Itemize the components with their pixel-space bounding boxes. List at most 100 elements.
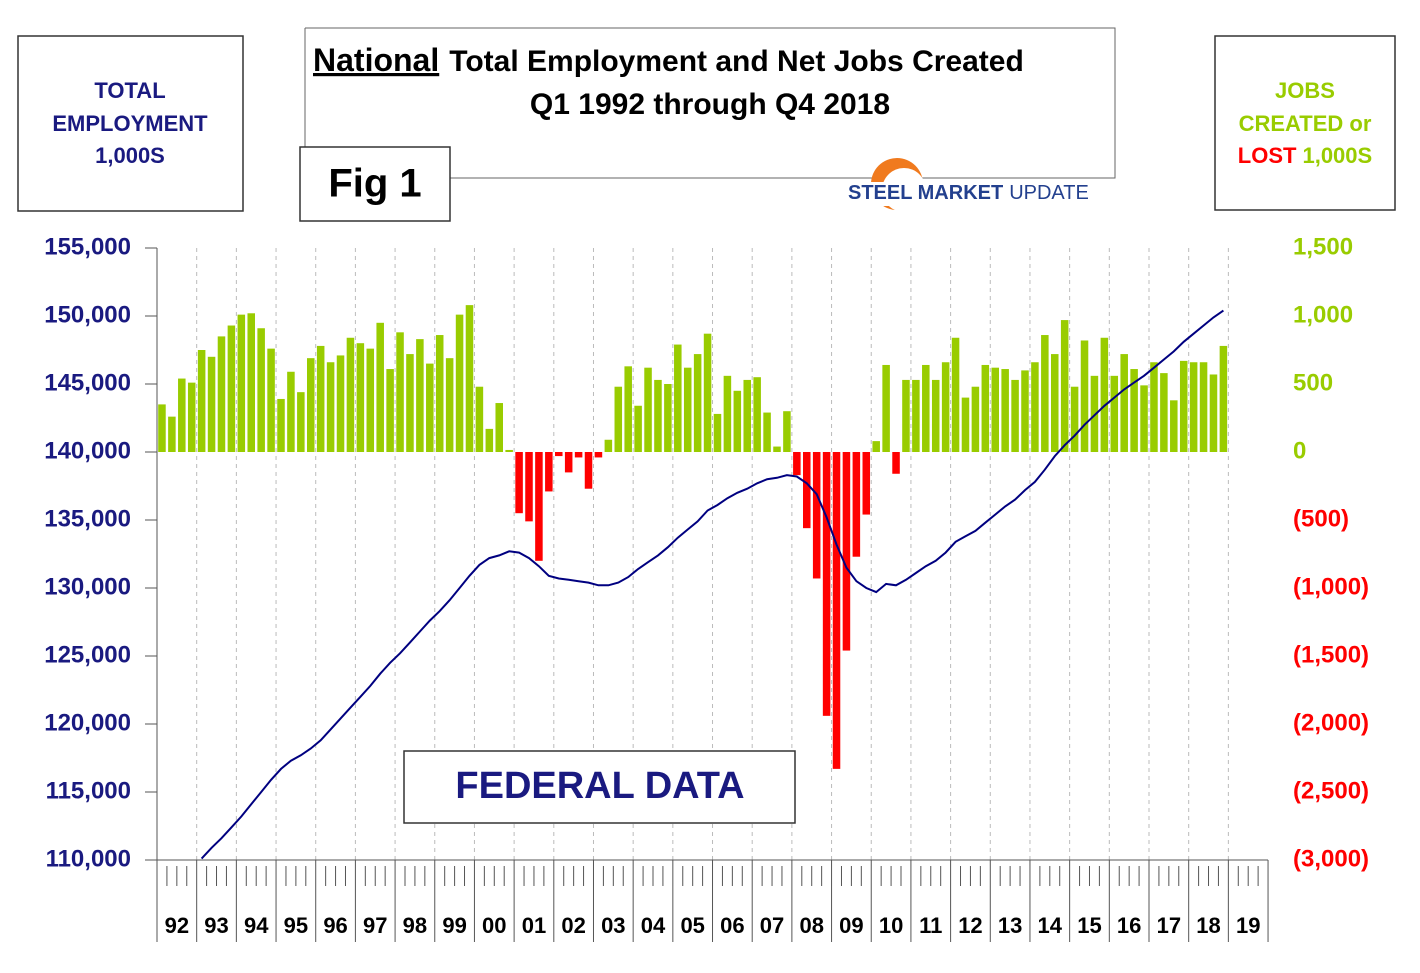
- bar: [1070, 386, 1079, 452]
- y-tick-label: 110,000: [46, 845, 131, 872]
- chart-title: National Total Employment and Net Jobs Cr…: [313, 42, 1024, 78]
- bar: [1209, 374, 1218, 452]
- bar: [763, 412, 771, 452]
- bar: [812, 452, 821, 579]
- fig-box: [299, 146, 451, 222]
- bar: [237, 314, 246, 452]
- right-box-text: LOST 1,000S: [1238, 143, 1372, 168]
- bar: [604, 439, 613, 452]
- bar: [435, 335, 444, 452]
- bar: [316, 345, 325, 452]
- bar: [247, 313, 255, 452]
- bar: [723, 375, 732, 452]
- bar: [1150, 362, 1158, 452]
- bar: [158, 404, 166, 452]
- bar: [187, 382, 196, 452]
- bar: [445, 358, 454, 452]
- bar: [297, 392, 305, 452]
- x-tick-label: 05: [680, 913, 704, 938]
- bar: [217, 336, 226, 452]
- x-tick-label: 04: [641, 913, 666, 938]
- bar: [644, 367, 652, 452]
- left-box-text: 1,000S: [95, 143, 165, 168]
- x-tick-label: 01: [522, 913, 546, 938]
- bar: [664, 384, 672, 452]
- logo-light: UPDATE: [1009, 182, 1089, 204]
- right-box-green: 1,000S: [1302, 143, 1372, 168]
- bar: [584, 452, 593, 489]
- bar: [465, 305, 474, 452]
- bar: [535, 452, 543, 561]
- bar: [168, 416, 176, 452]
- y-tick-label: 130,000: [44, 573, 131, 600]
- left-box-text: TOTAL: [94, 78, 165, 103]
- x-tick-label: 00: [482, 913, 506, 938]
- bar: [1021, 370, 1029, 452]
- bar: [862, 452, 871, 515]
- bar: [941, 362, 950, 452]
- y-tick-label: 120,000: [44, 709, 131, 736]
- bar: [376, 322, 384, 452]
- y-tick-label: 135,000: [44, 505, 131, 532]
- x-tick-label: 19: [1236, 913, 1260, 938]
- bar: [822, 452, 831, 716]
- fig-label: Fig 1: [328, 162, 421, 206]
- x-tick-label: 10: [879, 913, 903, 938]
- bar: [257, 328, 265, 452]
- y2-tick-label: 0: [1293, 437, 1306, 464]
- bar: [475, 386, 484, 452]
- y-tick-label: 115,000: [46, 777, 131, 804]
- line: [200, 309, 1224, 860]
- bar: [783, 411, 791, 452]
- bar: [674, 344, 682, 452]
- bar: [1011, 379, 1019, 452]
- right-box-red: LOST: [1238, 143, 1297, 168]
- right-box-text: CREATED or: [1239, 111, 1372, 136]
- x-tick-label: 06: [720, 913, 744, 938]
- bar: [1189, 362, 1198, 452]
- bar: [793, 452, 801, 476]
- x-tick-label: 02: [561, 913, 585, 938]
- bar: [1001, 369, 1009, 452]
- bar: [1120, 354, 1128, 452]
- bar: [872, 441, 880, 452]
- y-tick-label: 145,000: [44, 369, 131, 396]
- title-main: National: [313, 42, 439, 78]
- x-tick-label: 11: [919, 913, 942, 938]
- bar: [753, 377, 761, 452]
- bar: [892, 452, 900, 474]
- x-tick-label: 18: [1196, 913, 1220, 938]
- bar: [693, 354, 702, 452]
- x-tick-label: 94: [244, 913, 269, 938]
- x-tick-label: 13: [998, 913, 1022, 938]
- x-tick-label: 15: [1077, 913, 1101, 938]
- bar: [287, 371, 295, 452]
- x-tick-label: 08: [799, 913, 823, 938]
- bar: [1179, 360, 1188, 452]
- bar: [515, 452, 523, 514]
- right-box: [1214, 35, 1396, 211]
- bar: [455, 314, 464, 452]
- x-tick-label: 99: [442, 913, 466, 938]
- y2-tick-label: (2,500): [1293, 777, 1369, 804]
- y-tick-label: 155,000: [44, 233, 131, 260]
- bar: [1100, 337, 1109, 452]
- left-box-text: EMPLOYMENT: [52, 111, 208, 136]
- y2-tick-label: (1,000): [1293, 573, 1369, 600]
- x-tick-label: 14: [1038, 913, 1063, 938]
- bar: [178, 378, 186, 452]
- x-tick-label: 12: [958, 913, 982, 938]
- bar: [1199, 362, 1208, 452]
- bar: [227, 325, 236, 452]
- bar: [366, 348, 375, 452]
- logo: STEEL MARKET UPDATE: [848, 182, 1089, 204]
- bar: [346, 337, 355, 452]
- x-tick-label: 07: [760, 913, 784, 938]
- bar: [555, 452, 563, 457]
- bar: [703, 333, 712, 452]
- bar: [594, 452, 603, 458]
- logo-bg: [845, 182, 1085, 206]
- y2-tick-label: (1,500): [1293, 641, 1369, 668]
- bar: [485, 428, 494, 452]
